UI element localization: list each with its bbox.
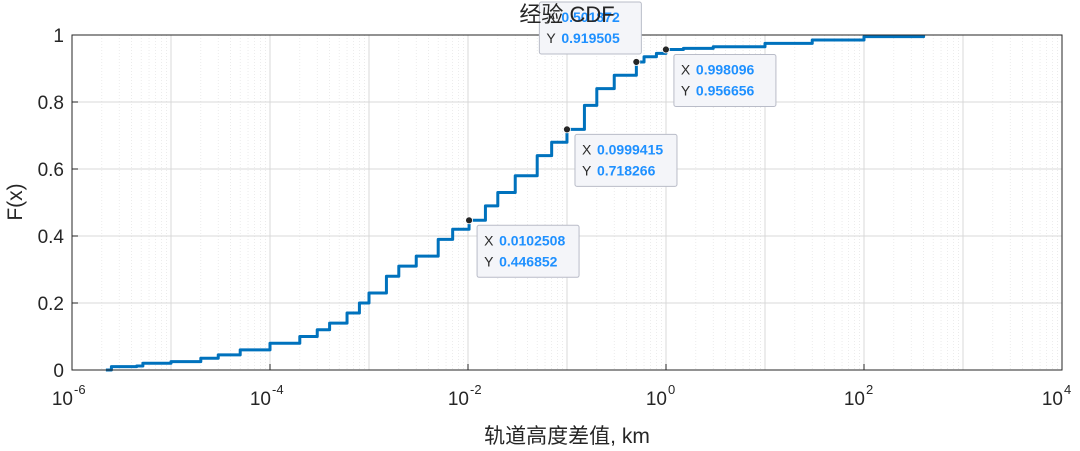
- datatip: X 0.501872 Y 0.919505: [538, 1, 642, 66]
- chart-title: 经验 CDF: [519, 2, 614, 27]
- x-tick-label-base: 10: [250, 389, 271, 410]
- datatip-x-key: X: [582, 141, 592, 157]
- x-tick-label-exponent: -4: [272, 382, 284, 397]
- datatip: X 0.998096 Y 0.956656: [662, 45, 777, 108]
- datatip-y-value: 0.919505: [561, 30, 620, 46]
- datatip: X 0.0102508 Y 0.446852: [465, 216, 580, 278]
- y-tick-label: 0.2: [38, 294, 64, 315]
- datatip-x-value: 0.998096: [696, 62, 755, 78]
- y-tick-label: 1: [53, 26, 64, 47]
- datatip-y-value: 0.718266: [597, 162, 656, 178]
- x-tick-label-exponent: -2: [470, 382, 482, 397]
- datatip-y-key: Y: [582, 162, 592, 178]
- datatip-y-key: Y: [546, 30, 556, 46]
- x-tick-label: 10 0: [646, 382, 675, 410]
- x-axis-label: 轨道高度差值, km: [484, 425, 650, 448]
- datatip-y-value: 0.446852: [499, 253, 558, 269]
- x-tick-label: 10 -6: [52, 382, 86, 410]
- datatip-x-value: 0.0102508: [499, 232, 565, 248]
- y-axis-label: F(x): [4, 183, 27, 220]
- cdf-curve-layer: [105, 35, 926, 372]
- cdf-line: [105, 35, 926, 372]
- x-tick-label: 10 2: [844, 382, 873, 410]
- x-tick-label-exponent: 2: [866, 382, 873, 397]
- y-tick-label: 0.4: [38, 227, 65, 248]
- datatip-x-value: 0.0999415: [597, 141, 663, 157]
- datatip-y-value: 0.956656: [696, 83, 755, 99]
- y-tick-label: 0: [53, 361, 64, 382]
- x-tick-label-exponent: -6: [74, 382, 86, 397]
- datatip: X 0.0999415 Y 0.718266: [563, 125, 678, 187]
- datatip-x-key: X: [681, 62, 691, 78]
- datatip-marker: [465, 216, 473, 225]
- x-tick-label: 10 -4: [250, 382, 284, 410]
- datatip-y-key: Y: [681, 83, 691, 99]
- grid: [71, 34, 1063, 371]
- datatip-box: [476, 224, 580, 278]
- datatip-box: [673, 54, 777, 108]
- x-tick-label-base: 10: [1042, 389, 1063, 410]
- x-tick-label-base: 10: [844, 389, 865, 410]
- x-tick-label-exponent: 0: [668, 382, 675, 397]
- x-tick-label-base: 10: [52, 389, 73, 410]
- y-tick-label: 0.6: [38, 160, 64, 181]
- datatip-box: [538, 1, 642, 55]
- datatip-y-key: Y: [484, 253, 494, 269]
- datatip-marker: [563, 125, 571, 134]
- x-tick-label-base: 10: [448, 389, 469, 410]
- datatip-marker: [662, 45, 670, 54]
- datatip-box: [574, 133, 678, 187]
- datatip-x-key: X: [484, 232, 494, 248]
- datatip-marker: [632, 58, 641, 66]
- datatip-x-key: X: [546, 9, 556, 25]
- x-tick-label: 10 4: [1042, 382, 1071, 410]
- y-tick-label: 0.8: [38, 93, 64, 114]
- x-tick-label-base: 10: [646, 389, 667, 410]
- x-tick-label-exponent: 4: [1064, 382, 1071, 397]
- datatip-x-value: 0.501872: [561, 9, 620, 25]
- x-tick-label: 10 -2: [448, 382, 482, 410]
